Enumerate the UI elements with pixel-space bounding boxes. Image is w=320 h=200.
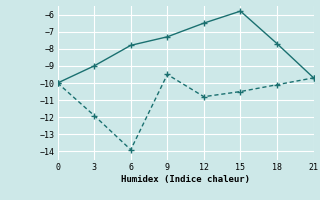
X-axis label: Humidex (Indice chaleur): Humidex (Indice chaleur) [121,175,250,184]
